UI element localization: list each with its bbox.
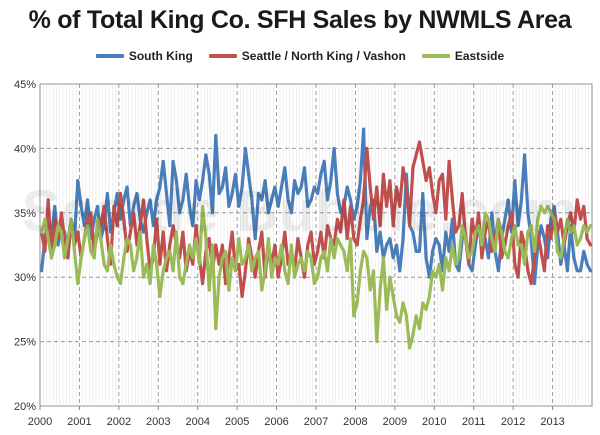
legend-item-seattle: Seattle / North King / Vashon: [208, 49, 406, 63]
y-tick-label: 20%: [14, 401, 36, 413]
x-tick-label: 2008: [343, 416, 367, 428]
x-tick-label: 2006: [264, 416, 288, 428]
x-tick-label: 2002: [107, 416, 131, 428]
x-tick-label: 2010: [422, 416, 446, 428]
x-tick-label: 2007: [304, 416, 328, 428]
legend-swatch-eastside: [421, 54, 450, 58]
series-layer: [39, 127, 593, 350]
chart-title: % of Total King Co. SFH Sales by NWMLS A…: [28, 6, 572, 34]
legend-label-seattle: Seattle / North King / Vashon: [241, 49, 406, 63]
y-tick-label: 30%: [14, 272, 36, 284]
x-tick-label: 2003: [146, 416, 170, 428]
x-tick-label: 2000: [28, 416, 52, 428]
legend-item-south-king: South King: [95, 49, 193, 63]
y-tick-label: 40%: [14, 143, 36, 155]
legend-swatch-seattle: [208, 54, 237, 58]
legend: South King Seattle / North King / Vashon…: [0, 49, 600, 63]
legend-swatch-south-king: [95, 54, 124, 58]
y-tick-label: 45%: [14, 79, 36, 91]
x-tick-label: 2011: [462, 416, 486, 428]
eastside-line: [39, 204, 593, 350]
x-tick-label: 2001: [67, 416, 91, 428]
south-king-line: [39, 127, 593, 286]
x-tick-label: 2005: [225, 416, 249, 428]
y-tick-label: 35%: [14, 208, 36, 220]
x-tick-label: 2009: [383, 416, 407, 428]
x-tick-label: 2004: [185, 416, 209, 428]
x-tick-label: 2012: [501, 416, 525, 428]
legend-label-eastside: Eastside: [454, 49, 505, 63]
legend-label-south-king: South King: [128, 49, 193, 63]
axis-layer: 20% 25% 30% 35% 40% 45% 2000 2001 2002 2003 2004 20…: [14, 79, 565, 428]
x-tick-label: 2013: [540, 416, 564, 428]
legend-item-eastside: Eastside: [421, 49, 505, 63]
y-tick-label: 25%: [14, 337, 36, 349]
